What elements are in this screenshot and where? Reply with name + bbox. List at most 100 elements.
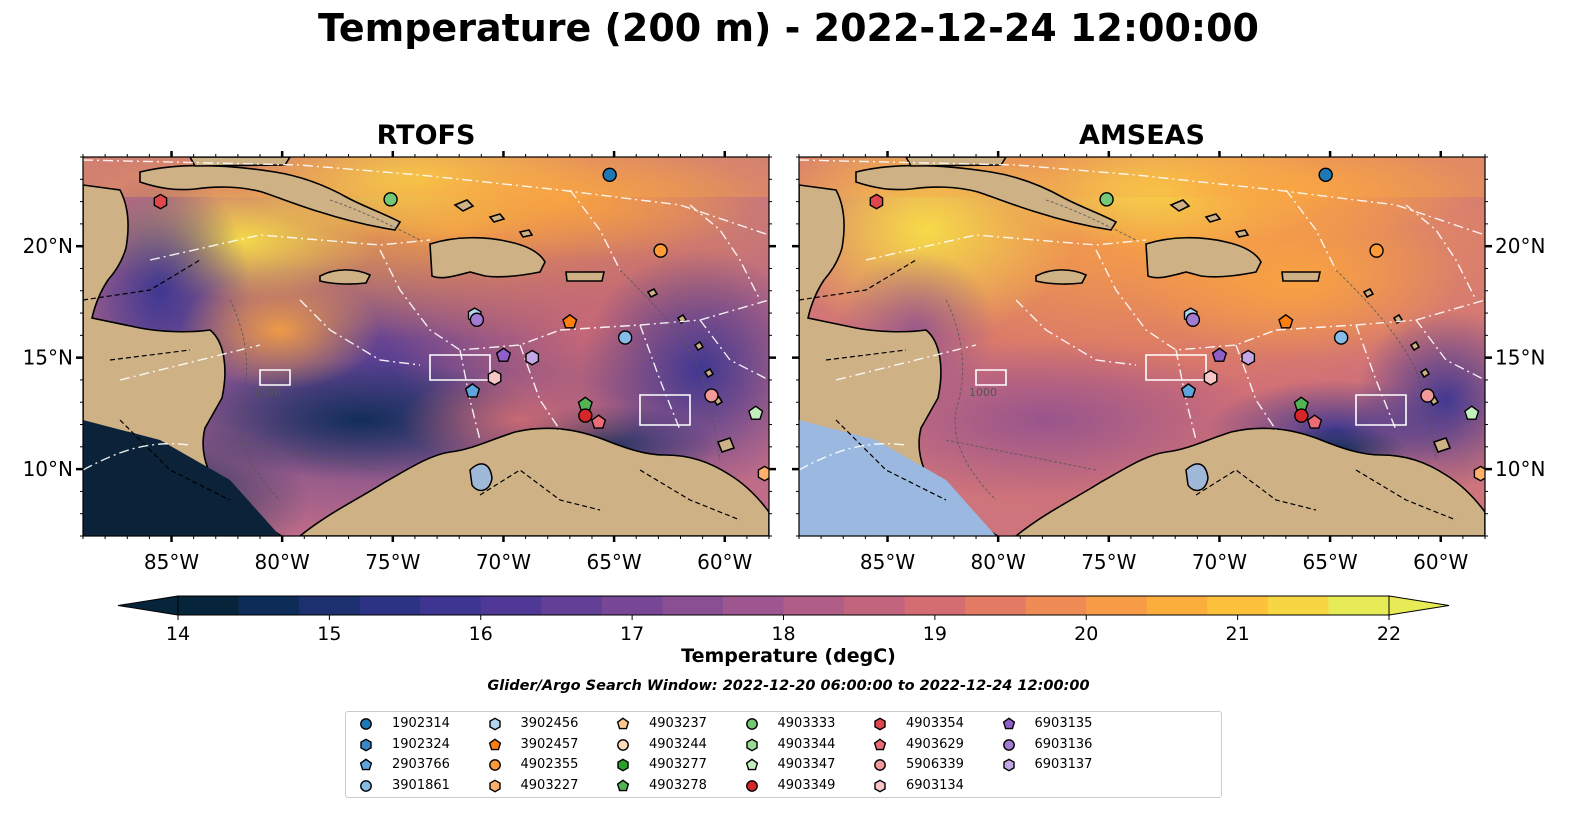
land-mask (799, 157, 1485, 536)
legend-marker-pentagon (616, 717, 630, 730)
legend-marker-hexagon (874, 778, 886, 793)
float-marker-4903629 (1306, 414, 1323, 429)
depth-contours (229, 199, 721, 501)
eez-boundaries (83, 159, 769, 441)
x-tick-label: 85°W (144, 550, 199, 574)
colorbar-tick-label: 21 (1226, 623, 1250, 642)
colorbar-tick-label: 17 (620, 623, 644, 642)
colorbar-segment (420, 596, 482, 615)
map-panel-rtofs: 1000 (83, 157, 769, 536)
x-tick-label: 70°W (1192, 550, 1247, 574)
legend-marker-circle (1002, 738, 1015, 751)
legend-marker-pentagon (359, 758, 373, 771)
legend-label: 4903277 (649, 757, 707, 772)
float-marker-4902355 (1369, 243, 1384, 258)
contour-label: 1000 (253, 386, 281, 399)
legend-marker-pentagon (745, 758, 758, 771)
colorbar-segment (178, 596, 240, 615)
float-marker-4903227 (1473, 465, 1485, 482)
legend-marker-hexagon (745, 737, 758, 752)
colorbar-segment (1025, 596, 1087, 615)
float-marker-5906339 (1420, 388, 1435, 403)
colorbar-over-extension (1388, 595, 1450, 616)
x-tick-label: 75°W (1081, 550, 1136, 574)
float-marker-4903349 (578, 408, 593, 423)
legend-marker-hexagon (617, 758, 629, 772)
legend-marker-circle (745, 718, 758, 730)
float-legend: 1902314 1902324 2903766 3901861 3902456 39024… (345, 711, 1222, 798)
colorbar-tick-label: 20 (1074, 623, 1098, 642)
float-marker-4903629 (590, 414, 607, 429)
legend-label: 4903629 (906, 736, 964, 752)
legend-marker-circle (488, 759, 501, 771)
legend-label: 3901861 (392, 777, 450, 793)
colorbar-segment (601, 596, 663, 615)
legend-label: 4903237 (649, 716, 707, 731)
float-marker-1902314 (1318, 167, 1333, 183)
colorbar-segment (965, 596, 1027, 615)
colorbar-tick-label: 18 (771, 623, 795, 642)
float-marker-4903227 (757, 465, 769, 482)
legend-label: 4903347 (777, 757, 836, 772)
legend-label: 4903344 (777, 736, 836, 752)
legend-marker-hexagon (874, 717, 886, 731)
legend-label: 4903227 (520, 777, 579, 793)
legend-label: 4903354 (906, 716, 964, 731)
legend-label: 2903766 (392, 757, 450, 772)
legend-marker-hexagon (360, 737, 372, 752)
panel-title-rtofs: RTOFS (376, 120, 476, 151)
y-tick-label: 10°N (1495, 457, 1545, 481)
float-marker-4903333 (383, 192, 398, 207)
colorbar-segment (662, 596, 724, 615)
colorbar-segment (904, 596, 966, 615)
float-marker-3902457 (562, 313, 578, 329)
colorbar-segment (1267, 596, 1329, 615)
float-marker-3902457 (1278, 313, 1294, 329)
legend-marker-pentagon (488, 737, 501, 750)
legend-label: 3902457 (520, 736, 579, 752)
float-marker-4903349 (1294, 408, 1309, 423)
float-marker-6903136 (1185, 312, 1201, 327)
float-marker-2903766 (464, 383, 481, 398)
x-tick-label: 85°W (860, 550, 915, 574)
colorbar-segment (1146, 596, 1208, 615)
legend-marker-pentagon (873, 737, 887, 750)
legend-label: 4903244 (649, 736, 707, 752)
float-marker-4902355 (653, 243, 668, 258)
contour-label: 1000 (969, 386, 997, 399)
x-tick-label: 80°W (971, 550, 1026, 574)
float-marker-6903137 (525, 349, 540, 366)
figure-title: Temperature (200 m) - 2022-12-24 12:00:0… (317, 6, 1259, 50)
search-window-text: Glider/Argo Search Window: 2022-12-20 06… (487, 678, 1090, 694)
float-marker-6903135 (1211, 347, 1228, 362)
map-panel-amseas: 1000 (799, 157, 1485, 536)
legend-marker-circle (617, 738, 629, 751)
legend-label: 6903136 (1034, 736, 1093, 752)
float-marker-3901861 (1333, 330, 1349, 345)
float-marker-4903347 (748, 405, 764, 420)
float-marker-4903354 (869, 193, 884, 210)
colorbar-segment (844, 596, 906, 615)
legend-marker-circle (360, 779, 372, 792)
colorbar-segment (722, 596, 784, 615)
land-mask (83, 157, 769, 536)
colorbar-tick-label: 15 (317, 623, 341, 642)
colorbar-segment (480, 596, 542, 615)
legend-label: 4903333 (777, 716, 836, 731)
x-tick-label: 60°W (697, 550, 752, 574)
panel-title-amseas: AMSEAS (1079, 120, 1205, 151)
y-tick-label: 20°N (23, 234, 73, 258)
float-marker-6903135 (495, 347, 512, 362)
float-marker-6903134 (487, 369, 502, 386)
depth-contours (945, 199, 1437, 501)
colorbar-segment (541, 596, 603, 615)
colorbar-tick-label: 19 (923, 623, 947, 642)
legend-label: 1902314 (392, 716, 450, 731)
colorbar-segment (1207, 596, 1269, 615)
legend-marker-hexagon (488, 717, 501, 731)
legend-marker-pentagon (1002, 717, 1015, 730)
x-tick-label: 60°W (1413, 550, 1468, 574)
legend-marker-hexagon (1002, 758, 1015, 772)
legend-label: 4902355 (520, 757, 579, 772)
float-marker-6903136 (469, 312, 485, 327)
